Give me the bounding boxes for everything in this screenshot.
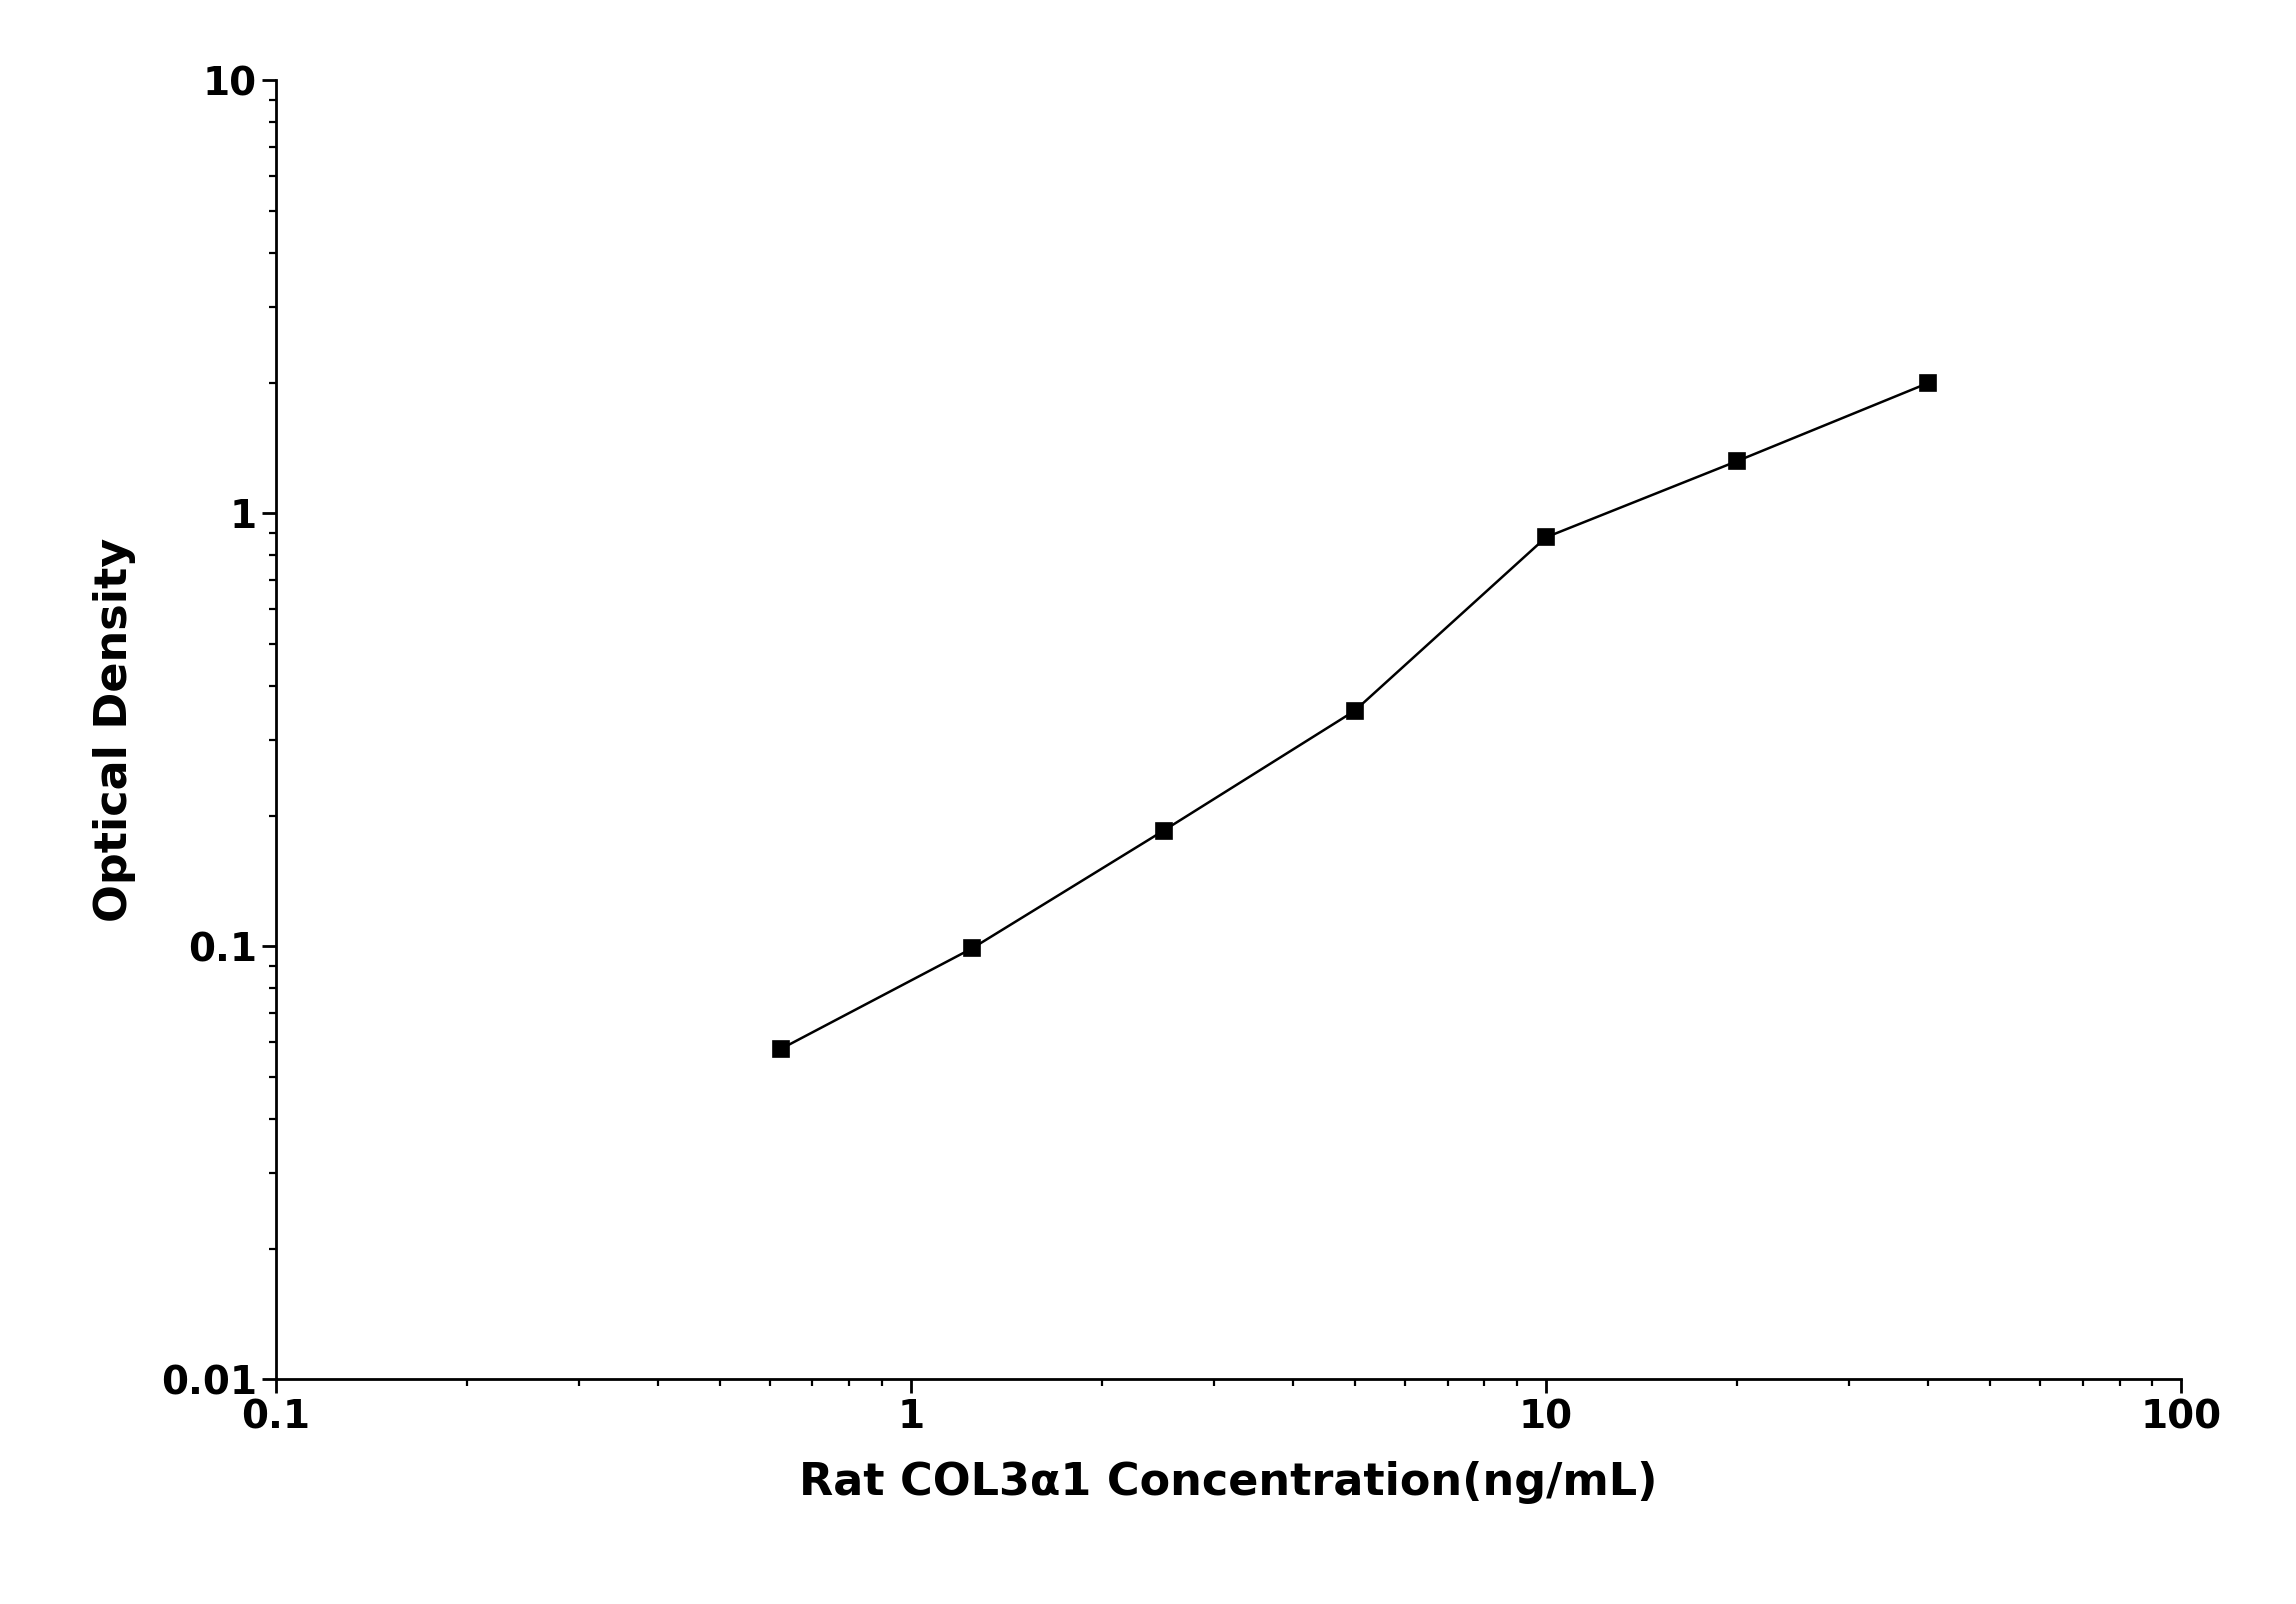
X-axis label: Rat COL3α1 Concentration(ng/mL): Rat COL3α1 Concentration(ng/mL)	[799, 1461, 1658, 1505]
Y-axis label: Optical Density: Optical Density	[92, 537, 135, 922]
